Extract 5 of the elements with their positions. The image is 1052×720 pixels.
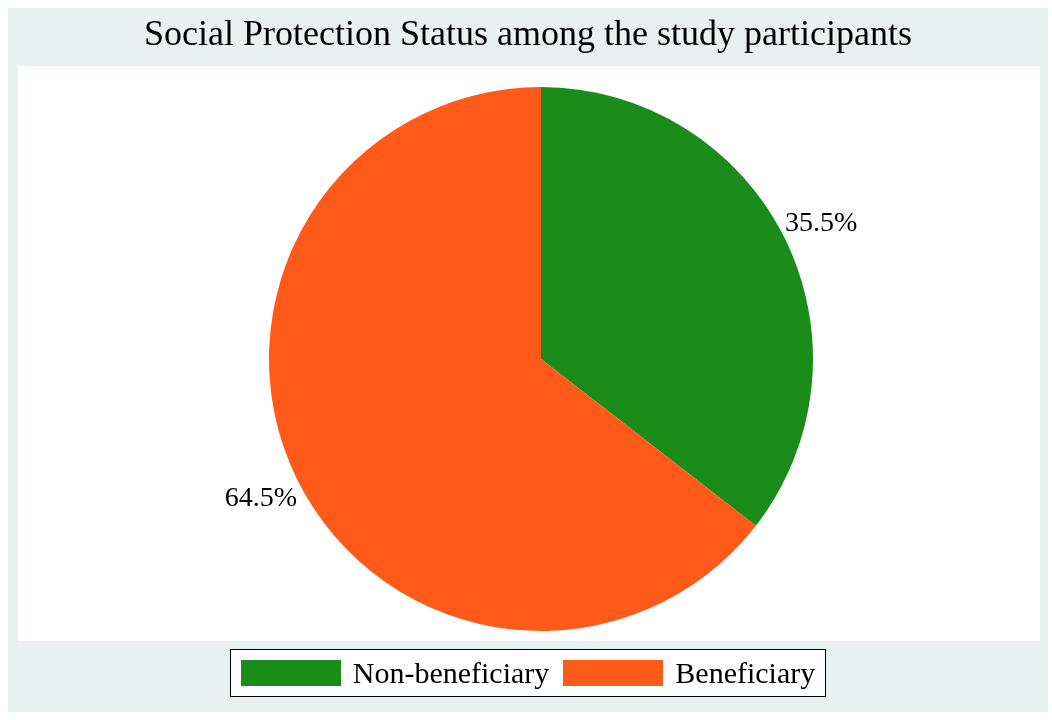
chart-title: Social Protection Status among the study participants [143,12,913,55]
legend-label: Beneficiary [675,656,816,690]
legend-label: Non-beneficiary [352,656,550,690]
data-label: 35.5% [785,206,858,238]
data-label: 64.5% [224,480,297,512]
